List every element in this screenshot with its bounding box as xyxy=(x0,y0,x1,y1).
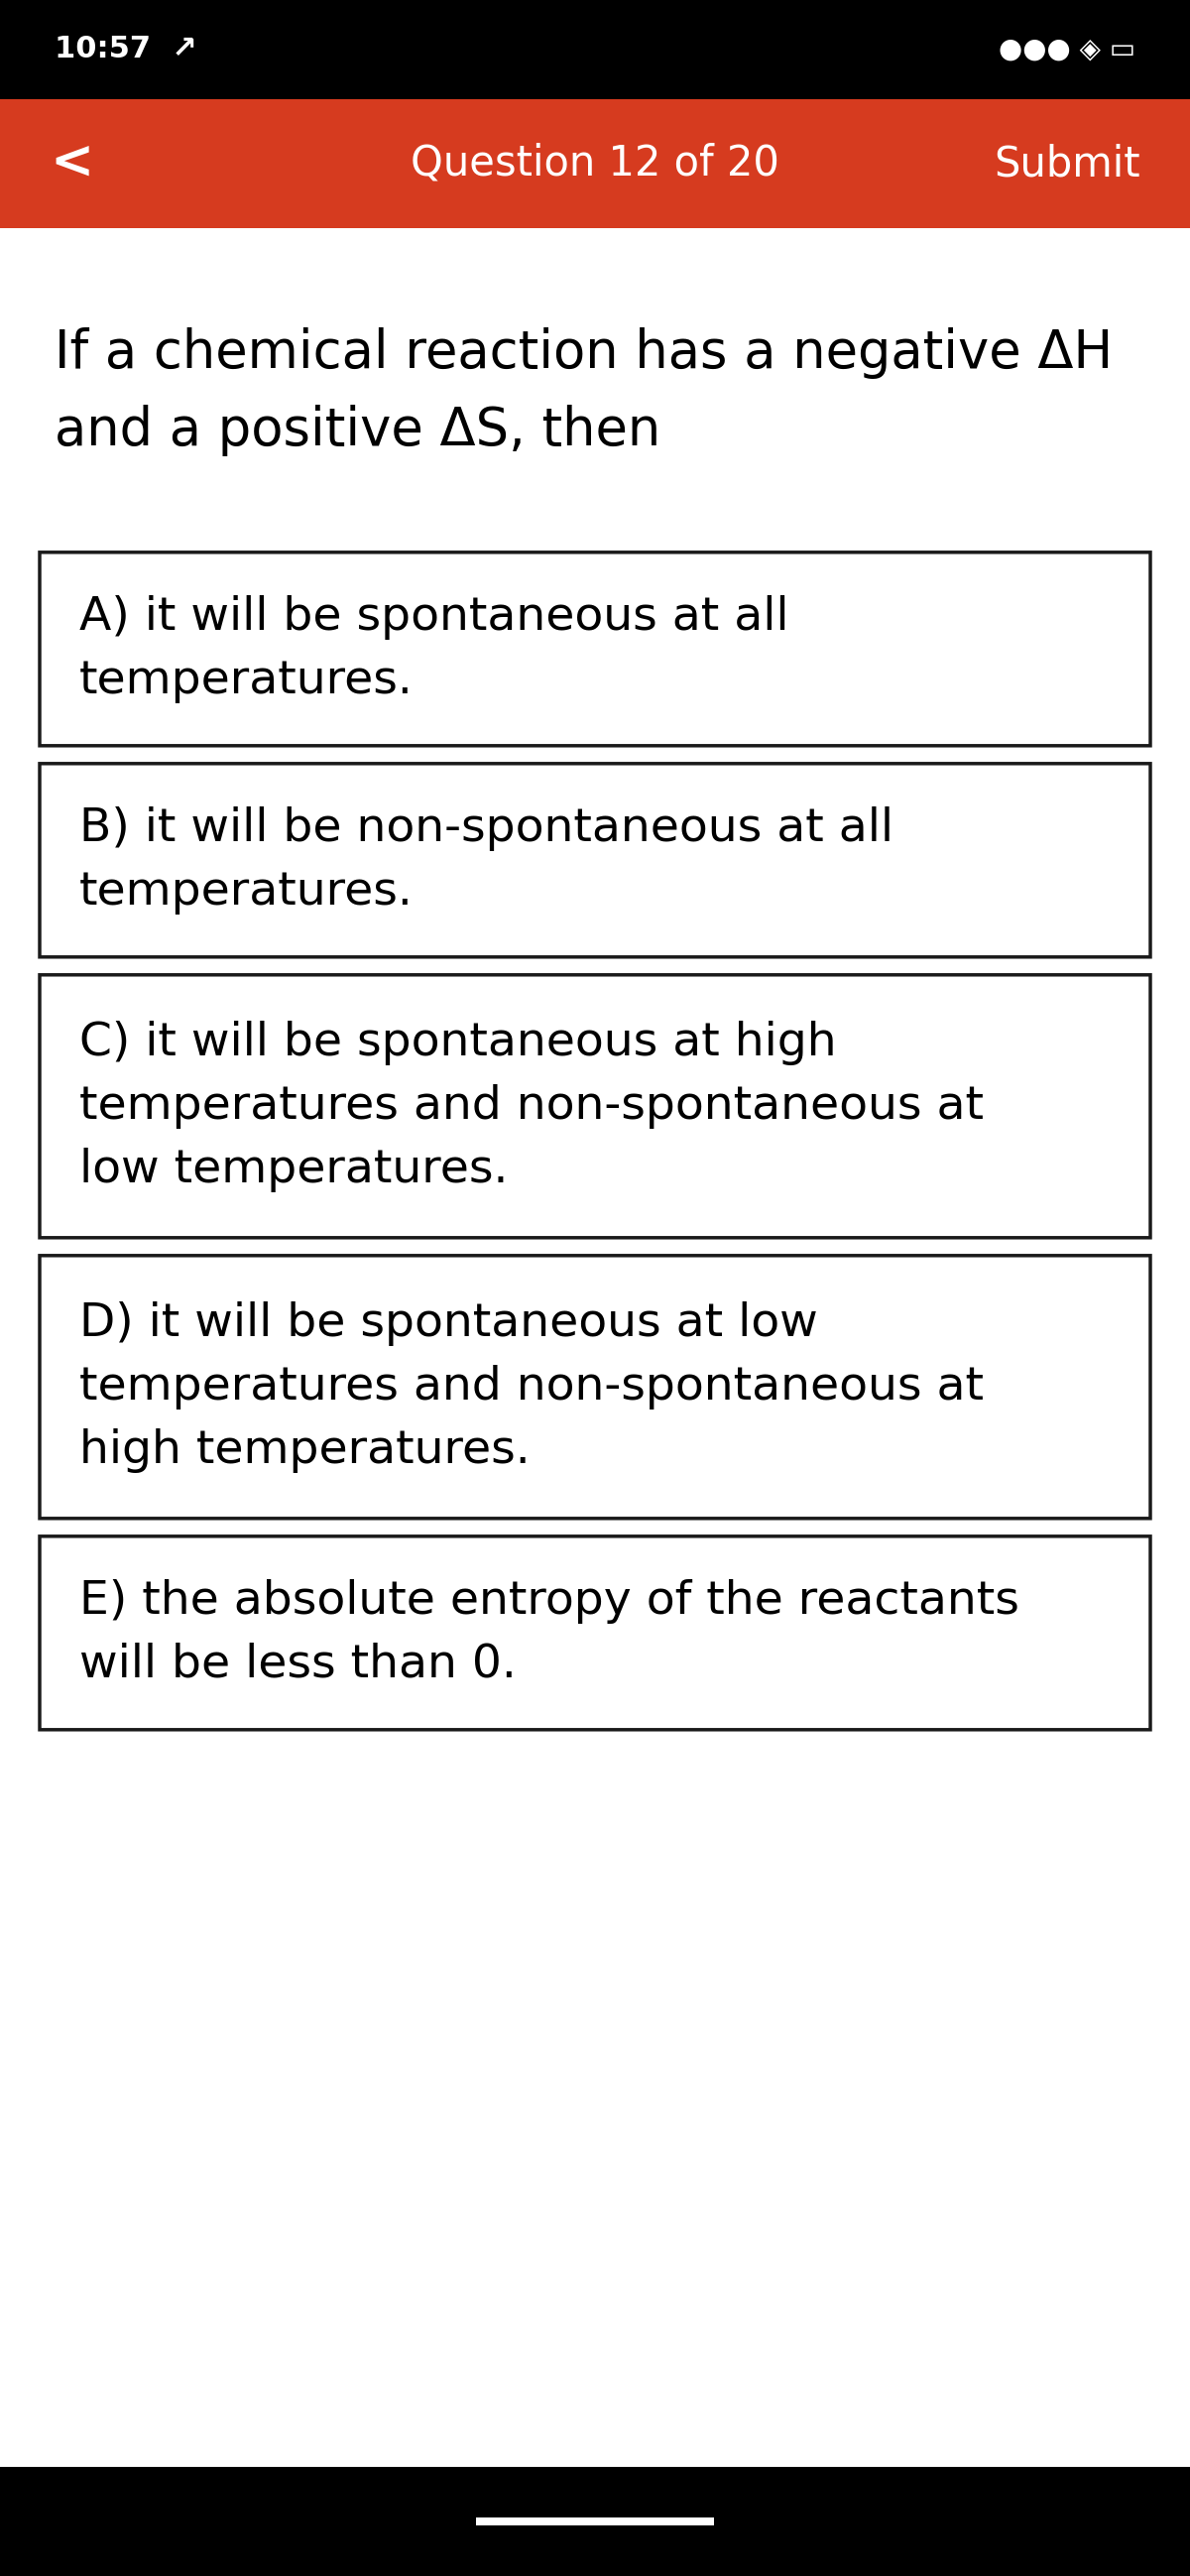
Text: Submit: Submit xyxy=(994,142,1140,185)
Text: E) the absolute entropy of the reactants
will be less than 0.: E) the absolute entropy of the reactants… xyxy=(80,1579,1020,1687)
Text: 10:57  ↗: 10:57 ↗ xyxy=(55,36,198,64)
Text: Question 12 of 20: Question 12 of 20 xyxy=(411,142,779,185)
FancyBboxPatch shape xyxy=(39,974,1151,1236)
Bar xyxy=(0,0,1190,100)
Bar xyxy=(0,2468,1190,2576)
Text: C) it will be spontaneous at high
temperatures and non-spontaneous at
low temper: C) it will be spontaneous at high temper… xyxy=(80,1020,984,1193)
Text: D) it will be spontaneous at low
temperatures and non-spontaneous at
high temper: D) it will be spontaneous at low tempera… xyxy=(80,1301,984,1473)
Text: B) it will be non-spontaneous at all
temperatures.: B) it will be non-spontaneous at all tem… xyxy=(80,806,894,914)
Text: ●●● ◈ ▭: ●●● ◈ ▭ xyxy=(998,36,1135,64)
FancyBboxPatch shape xyxy=(39,1535,1151,1728)
Text: A) it will be spontaneous at all
temperatures.: A) it will be spontaneous at all tempera… xyxy=(80,595,789,703)
Text: <: < xyxy=(50,139,94,191)
FancyBboxPatch shape xyxy=(476,2517,714,2524)
FancyBboxPatch shape xyxy=(39,551,1151,744)
FancyBboxPatch shape xyxy=(39,762,1151,958)
Text: and a positive ΔS, then: and a positive ΔS, then xyxy=(55,404,660,456)
Text: If a chemical reaction has a negative ΔH: If a chemical reaction has a negative ΔH xyxy=(55,327,1113,379)
Bar xyxy=(0,100,1190,229)
FancyBboxPatch shape xyxy=(39,1255,1151,1517)
